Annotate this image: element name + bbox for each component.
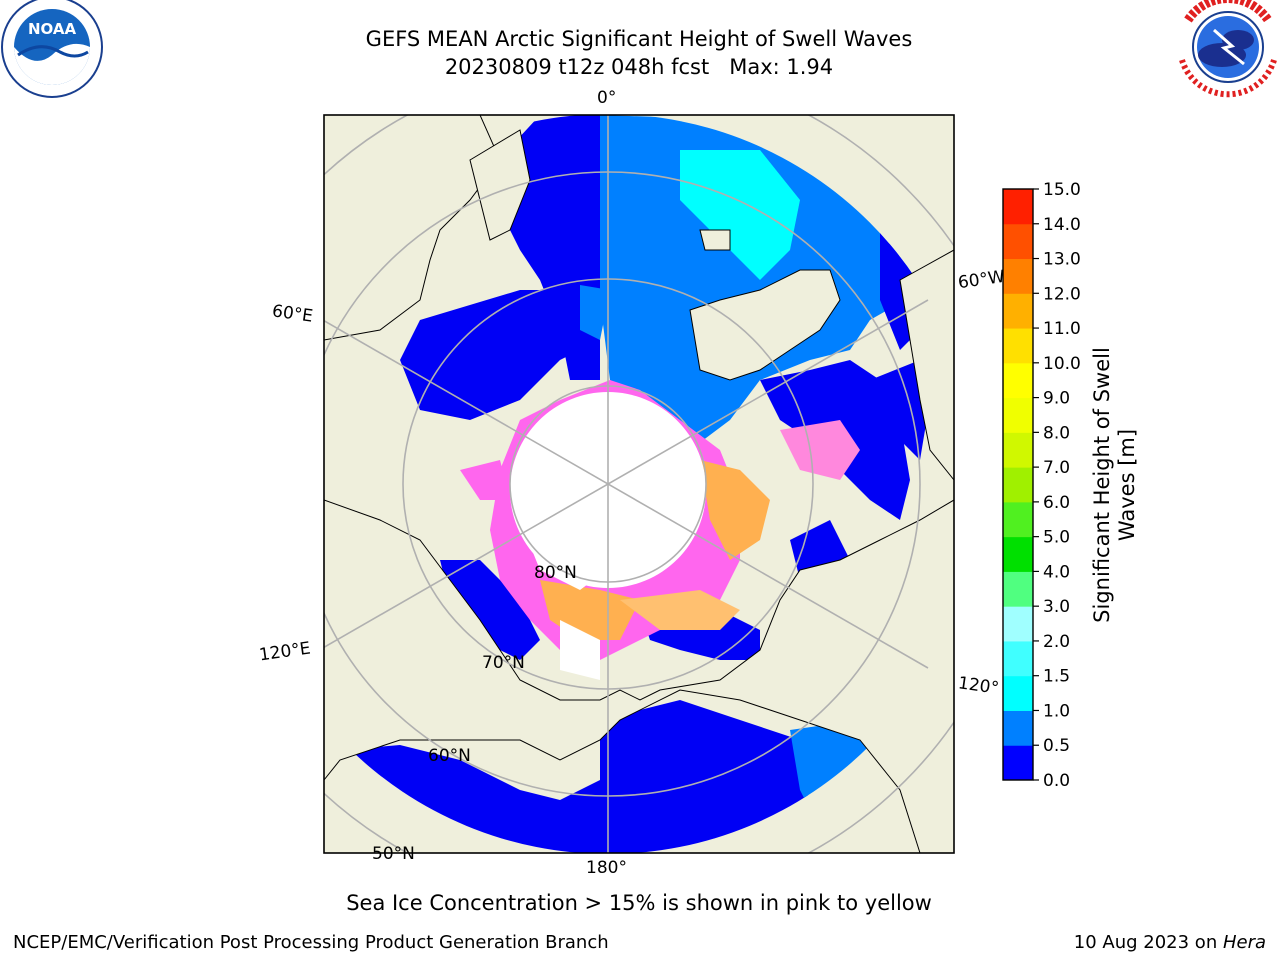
colorbar-swatch [1003,189,1033,225]
lon-label-180: 180° [586,858,627,878]
colorbar-tick-label: 8.0 [1043,423,1070,443]
colorbar-tick-label: 9.0 [1043,389,1070,409]
swell-region-cyan [680,150,800,280]
footer-host: Hera [1222,932,1266,953]
colorbar-swatch [1003,675,1033,711]
colorbar-swatch [1003,328,1033,364]
sea-ice-caption: Sea Ice Concentration > 15% is shown in … [346,891,932,915]
colorbar-tick-label: 10.0 [1043,354,1081,374]
colorbar-swatch [1003,293,1033,329]
colorbar-tick-label: 15.0 [1043,180,1081,200]
map-frame [323,114,955,854]
graticule [324,115,954,853]
colorbar-swatch [1003,223,1033,260]
colorbar-tick-label: 1.0 [1043,701,1070,721]
colorbar-tick-label: 11.0 [1043,319,1081,339]
colorbar-swatch [1003,745,1033,781]
colorbar-tick-label: 0.5 [1043,736,1070,756]
colorbar-frame [1002,188,1034,781]
colorbar-swatch [1003,571,1033,607]
colorbar-tick-label: 0.0 [1043,771,1070,791]
colorbar-tick-label: 3.0 [1043,597,1070,617]
footer-date-text: 10 Aug 2023 on [1073,932,1223,953]
colorbar-tick-label: 5.0 [1043,528,1070,548]
colorbar-swatch [1003,397,1033,433]
colorbar-swatch [1003,432,1033,468]
colorbar-swatch [1003,640,1033,677]
greenland-land [689,269,841,381]
footer-credit: NCEP/EMC/Verification Post Processing Pr… [13,932,609,953]
colorbar-tick-label: 2.0 [1043,632,1070,652]
colorbar-swatch [1003,467,1033,503]
colorbar-tick-label: 12.0 [1043,284,1081,304]
lat-label-70n: 70°N [482,653,525,673]
noaa-logo-text: NOAA [28,20,77,38]
colorbar-swatch [1003,258,1033,294]
nws-logo [1179,0,1277,98]
lat-label-60n: 60°N [428,746,471,766]
noaa-logo: NOAA [1,0,103,98]
colorbar-tick-label: 6.0 [1043,493,1070,513]
colorbar: 0.0 0.5 1.0 1.5 2.0 3.0 4.0 5.0 6.0 7.0 8.0 9.0 10.0… [1002,180,1081,791]
colorbar-tick-label: 13.0 [1043,250,1081,270]
lon-label-0: 0° [597,88,617,108]
colorbar-tick-label: 4.0 [1043,562,1070,582]
chart-subtitle: 20230809 t12z 048h fcst Max: 1.94 [444,55,834,79]
colorbar-swatch [1003,606,1033,642]
colorbar-swatch [1003,501,1033,538]
colorbar-tick-label: 1.5 [1043,667,1070,687]
colorbar-swatch [1003,536,1033,572]
colorbar-tick-label: 14.0 [1043,215,1081,235]
footer-date: 10 Aug 2023 on Hera [1074,932,1266,953]
chart-title: GEFS MEAN Arctic Significant Height of S… [365,27,913,51]
colorbar-swatch [1003,710,1033,746]
colorbar-tick-label: 7.0 [1043,458,1070,478]
lat-label-80n: 80°N [534,563,577,583]
colorbar-label: Significant Height of Swell Waves [m] [1090,347,1139,623]
colorbar-swatch [1003,362,1033,399]
lat-label-50n: 50°N [372,844,415,864]
